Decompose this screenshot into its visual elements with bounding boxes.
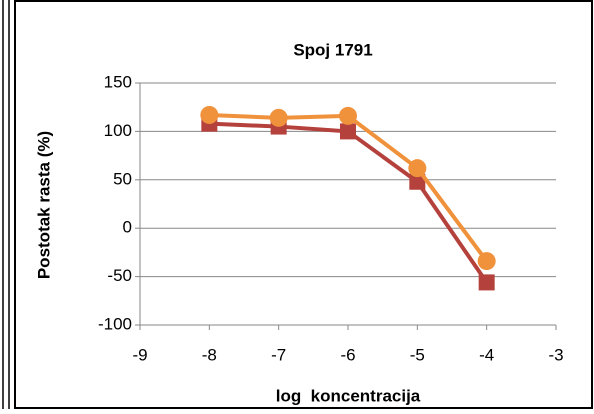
marker xyxy=(408,159,427,178)
y-tick-label: -100 xyxy=(98,314,132,333)
marker xyxy=(477,252,496,271)
marker xyxy=(200,105,219,124)
y-tick-label: 100 xyxy=(104,121,132,140)
x-tick-label: -8 xyxy=(202,345,217,364)
marker xyxy=(478,274,495,291)
marker xyxy=(340,123,356,140)
y-axis-label: Postotak rasta (%) xyxy=(34,131,53,279)
x-tick-label: -5 xyxy=(410,345,425,364)
marker xyxy=(339,106,357,125)
y-tick-label: 0 xyxy=(123,218,132,237)
chart-title: Spoj 1791 xyxy=(293,40,372,59)
x-tick-label: -4 xyxy=(479,345,494,364)
y-tick-label: -50 xyxy=(107,266,132,285)
marker xyxy=(269,108,288,127)
x-tick-label: -9 xyxy=(132,345,147,364)
x-tick-label: -3 xyxy=(548,345,563,364)
y-tick-label: 150 xyxy=(104,72,132,91)
marker xyxy=(409,173,426,190)
x-tick-label: -7 xyxy=(271,345,286,364)
x-tick-label: -6 xyxy=(340,345,355,364)
chart-frame xyxy=(14,0,593,409)
x-axis-label: log koncentracija xyxy=(276,386,421,405)
y-tick-label: 50 xyxy=(113,169,132,188)
